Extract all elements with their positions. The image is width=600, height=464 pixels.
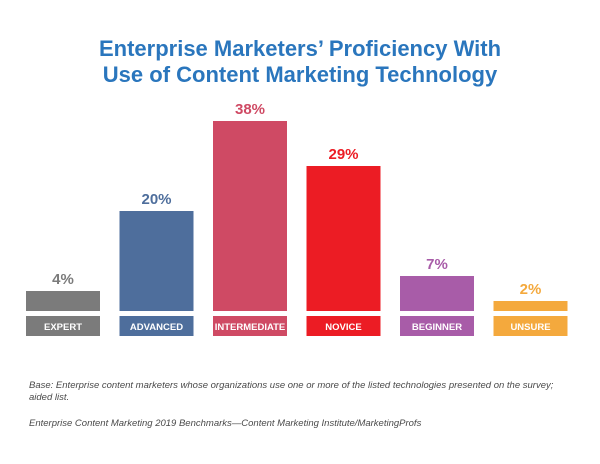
category-label-box-novice	[306, 316, 381, 336]
chart-title-line-2: Use of Content Marketing Technology	[102, 62, 498, 87]
bar-advanced	[119, 211, 194, 311]
bar-beginner	[400, 276, 474, 311]
chart-title: Enterprise Marketers’ Proficiency With U…	[0, 36, 600, 88]
value-label-unsure: 2%	[520, 281, 542, 298]
category-label-intermediate: INTERMEDIATE	[215, 322, 286, 333]
category-label-novice: NOVICE	[325, 322, 361, 333]
category-label-unsure: UNSURE	[510, 322, 550, 333]
category-label-box-advanced	[119, 316, 194, 336]
chart-title-line-1: Enterprise Marketers’ Proficiency With	[98, 36, 502, 61]
bar-intermediate	[213, 121, 287, 311]
category-label-box-beginner	[400, 316, 474, 336]
category-label-beginner: BEGINNER	[412, 322, 462, 333]
value-label-beginner: 7%	[426, 256, 448, 273]
bar-expert	[26, 291, 100, 311]
value-label-advanced: 20%	[141, 191, 171, 208]
footnote-base: Base: Enterprise content marketers whose…	[29, 380, 554, 403]
bar-unsure	[493, 301, 568, 311]
value-label-expert: 4%	[52, 271, 74, 288]
value-label-intermediate: 38%	[235, 101, 265, 118]
category-label-advanced: ADVANCED	[130, 322, 183, 333]
category-label-expert: EXPERT	[44, 322, 82, 333]
category-label-box-unsure	[493, 316, 568, 336]
category-label-box-intermediate	[213, 316, 287, 336]
footnote-source: Enterprise Content Marketing 2019 Benchm…	[29, 418, 422, 429]
category-label-box-expert	[26, 316, 100, 336]
bar-novice	[306, 166, 381, 311]
value-label-novice: 29%	[328, 146, 358, 163]
